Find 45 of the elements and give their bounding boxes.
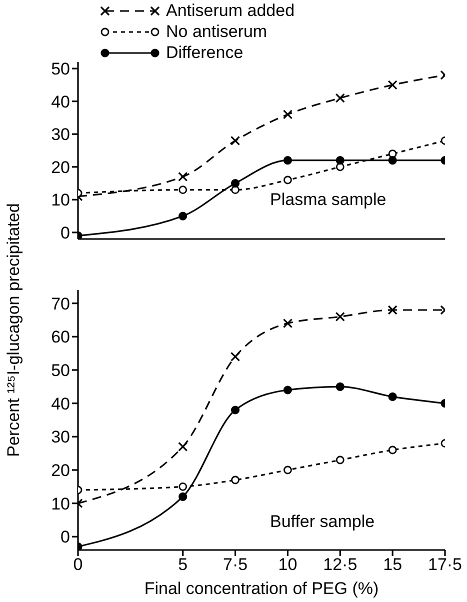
point [283, 156, 292, 165]
x-axis-title: Final concentration of PEG (%) [144, 579, 379, 598]
x-tick-label: 0 [73, 555, 83, 574]
point [388, 392, 397, 401]
point [178, 482, 188, 491]
x-tick-label: 7·5 [222, 555, 248, 574]
y-tick-label: 20 [51, 461, 70, 480]
y-tick-label: 30 [51, 428, 70, 447]
point [178, 186, 188, 194]
point [336, 382, 344, 391]
x-tick-label: 5 [178, 555, 188, 574]
x-tick-label: 15 [383, 555, 402, 574]
legend-label: No antiserum [166, 21, 268, 42]
point [388, 446, 397, 454]
y-tick-label: 0 [60, 223, 70, 242]
point [283, 386, 292, 394]
x-tick-label: 12·5 [323, 555, 358, 574]
point [231, 476, 240, 484]
point [178, 492, 188, 501]
y-tick-label: 70 [51, 294, 70, 314]
annotation: Buffer sample [270, 512, 375, 532]
y-tick-label: 50 [51, 361, 70, 380]
x-tick-label: 10 [278, 555, 298, 574]
point [336, 456, 344, 464]
x-tick-label: 17·5 [428, 555, 462, 574]
y-tick-label: 10 [51, 190, 70, 210]
point [230, 406, 240, 414]
point [388, 156, 397, 165]
point [178, 212, 188, 220]
y-tick-label: 60 [51, 328, 70, 347]
y-tick-label: 10 [51, 494, 70, 514]
y-tick-label: 30 [51, 125, 70, 144]
point [284, 466, 292, 474]
annotation: Plasma sample [270, 190, 386, 210]
point [336, 156, 344, 165]
point [284, 176, 292, 184]
legend-label: Antiserum added [166, 0, 295, 21]
y-axis-title: Percent ¹²⁵I-glucagon precipitated [4, 203, 24, 457]
point [230, 178, 240, 188]
y-tick-label: 40 [51, 394, 70, 414]
y-tick-label: 50 [51, 60, 70, 79]
y-tick-label: 40 [51, 92, 70, 112]
y-tick-label: 20 [51, 158, 70, 177]
y-tick-label: 0 [60, 528, 70, 547]
legend-label: Difference [166, 42, 244, 63]
